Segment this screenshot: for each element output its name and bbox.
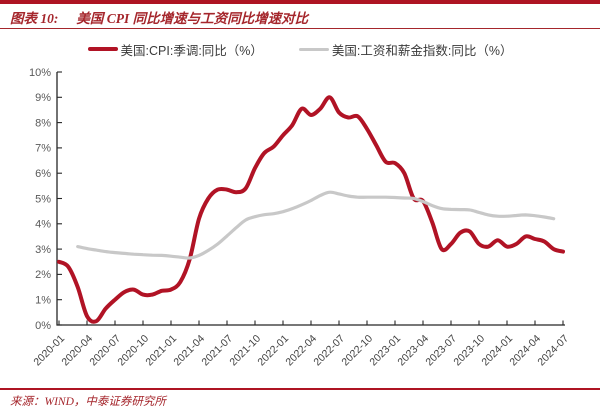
y-tick-label: 4% (35, 219, 51, 231)
figure-label: 图表 10: (10, 11, 59, 26)
cpi-line (57, 95, 565, 324)
y-tick-label: 9% (35, 92, 51, 104)
figure-header: 图表 10: 美国 CPI 同比增速与工资同比增速对比 (10, 7, 590, 27)
legend-item-cpi: 美国:CPI:季调:同比（%） (87, 40, 263, 59)
chart-legend: 美国:CPI:季调:同比（%） 美国:工资和薪金指数:同比（%） (0, 39, 600, 59)
top-rule (0, 0, 600, 4)
chart-area: 0% 1% 2% 3% 4% 5% 6% 7% 8% 9% 10% 2020-01 2020-04 202… (0, 60, 600, 390)
x-tick-label: 2024-07 (535, 333, 571, 369)
legend-label-cpi: 美国:CPI:季调:同比（%） (120, 43, 263, 58)
wage-line (76, 190, 556, 260)
y-tick-label: 5% (35, 193, 51, 205)
wage-line-swatch (298, 47, 329, 51)
y-tick-label: 10% (29, 67, 51, 79)
line-chart: 0% 1% 2% 3% 4% 5% 6% 7% 8% 9% 10% 2020-012020-04202… (29, 67, 571, 369)
source-note: 来源：WIND，中泰证券研究所 (10, 396, 166, 408)
y-axis-labels: 0% 1% 2% 3% 4% 5% 6% 7% 8% 9% 10% (29, 67, 51, 332)
cpi-line-swatch (87, 47, 118, 51)
y-tick-label: 0% (35, 320, 51, 332)
y-tick-label: 8% (35, 117, 51, 129)
header-divider (0, 28, 600, 29)
bottom-rule (0, 388, 600, 390)
y-tick-label: 7% (35, 143, 51, 155)
legend-label-wage: 美国:工资和薪金指数:同比（%） (331, 43, 513, 58)
x-axis-labels: 2020-012020-042020-072020-102021-012021-… (31, 333, 571, 369)
legend-item-wage: 美国:工资和薪金指数:同比（%） (298, 40, 513, 59)
page-title: 美国 CPI 同比增速与工资同比增速对比 (76, 11, 309, 26)
y-tick-label: 1% (35, 295, 51, 307)
y-tick-label: 2% (35, 269, 51, 281)
y-tick-label: 3% (35, 244, 51, 256)
axes (56, 71, 565, 326)
y-tick-label: 6% (35, 168, 51, 180)
